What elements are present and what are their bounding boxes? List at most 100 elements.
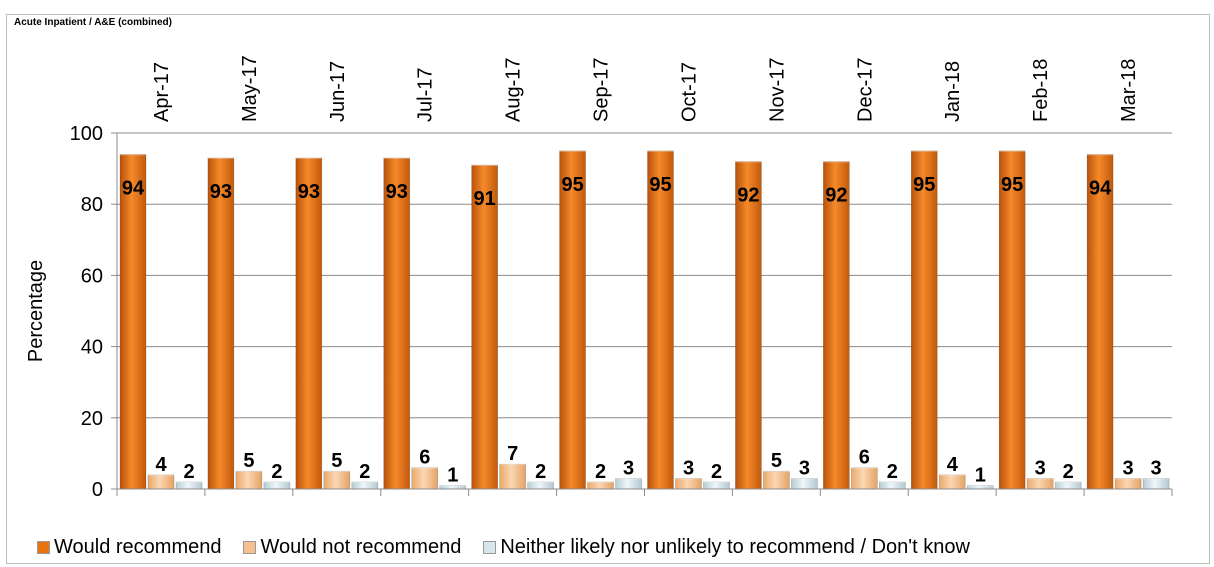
bar-cap — [471, 163, 498, 167]
x-tick-label: Feb-18 — [1030, 59, 1052, 122]
data-label: 91 — [474, 188, 496, 210]
x-tick-label: Mar-18 — [1118, 59, 1140, 122]
bar-cap — [1055, 479, 1082, 483]
bar-cap — [879, 479, 906, 483]
bar-cap — [1027, 476, 1054, 480]
bar-cap — [207, 155, 234, 159]
bar-would-not-recommend-jan-18 — [938, 474, 966, 490]
x-tick-label: May-17 — [239, 55, 261, 122]
data-label: 5 — [331, 450, 342, 472]
bars — [119, 148, 1170, 490]
bar-cap — [763, 469, 790, 473]
bar-would-recommend-apr-17 — [119, 154, 147, 490]
bar-would-recommend-dec-17 — [823, 161, 850, 490]
bar-would-recommend-nov-17 — [735, 161, 762, 490]
data-label: 2 — [1063, 461, 1074, 483]
legend-label: Would recommend — [54, 536, 222, 558]
bar-cap — [647, 148, 674, 152]
bar-cap — [120, 152, 146, 156]
legend-label: Neither likely nor unlikely to recommend… — [500, 536, 970, 558]
bar-would-recommend-sep-17 — [559, 150, 586, 490]
data-label: 3 — [1123, 457, 1134, 479]
bar-neither-likely-nor-unlikely-to-recommend-don-t-know-sep-17 — [615, 478, 642, 490]
data-label: 1 — [447, 464, 458, 486]
bar-would-recommend-aug-17 — [471, 164, 498, 490]
data-label: 2 — [711, 461, 722, 483]
bar-cap — [1143, 476, 1170, 480]
data-label: 1 — [975, 464, 986, 486]
data-label: 4 — [155, 454, 167, 476]
chart-title: Acute Inpatient / A&E (combined) — [14, 17, 172, 28]
bar-neither-likely-nor-unlikely-to-recommend-don-t-know-dec-17 — [879, 481, 906, 490]
legend-item: Neither likely nor unlikely to recommend… — [483, 536, 970, 559]
data-label: 2 — [183, 461, 194, 483]
bar-cap — [999, 148, 1026, 152]
data-label: 93 — [210, 181, 232, 203]
y-tick-label: 20 — [81, 408, 103, 430]
bar-would-not-recommend-feb-18 — [1026, 478, 1054, 490]
bar-cap — [439, 483, 466, 487]
bar-neither-likely-nor-unlikely-to-recommend-don-t-know-may-17 — [263, 481, 291, 490]
data-label: 93 — [298, 181, 320, 203]
bar-cap — [295, 155, 322, 159]
bar-cap — [735, 159, 762, 163]
y-tick-label: 0 — [92, 479, 103, 501]
data-label: 2 — [271, 461, 282, 483]
bar-would-not-recommend-nov-17 — [763, 470, 790, 490]
bar-cap — [911, 148, 938, 152]
bar-would-recommend-oct-17 — [647, 150, 674, 490]
bar-neither-likely-nor-unlikely-to-recommend-don-t-know-oct-17 — [703, 481, 730, 490]
bar-would-not-recommend-jun-17 — [323, 470, 351, 490]
data-label: 2 — [595, 461, 606, 483]
bar-would-recommend-feb-18 — [998, 150, 1026, 490]
x-tick-label: Apr-17 — [151, 62, 173, 122]
bar-cap — [587, 479, 614, 483]
gridlines — [117, 132, 1172, 419]
bar-neither-likely-nor-unlikely-to-recommend-don-t-know-feb-18 — [1054, 481, 1082, 490]
bar-cap — [967, 483, 994, 487]
bar-neither-likely-nor-unlikely-to-recommend-don-t-know-jun-17 — [351, 481, 379, 490]
bar-would-not-recommend-sep-17 — [587, 481, 614, 490]
y-tick-label: 100 — [70, 123, 103, 145]
data-label: 2 — [359, 461, 370, 483]
bar-cap — [823, 159, 850, 163]
y-tick-label: 80 — [81, 194, 103, 216]
data-label: 4 — [947, 454, 959, 476]
legend-label: Would not recommend — [260, 536, 462, 558]
bar-cap — [323, 469, 350, 473]
x-tick-label: Oct-17 — [678, 62, 700, 122]
data-label: 94 — [1089, 177, 1112, 199]
x-tick-label: Dec-17 — [854, 58, 876, 122]
data-label: 2 — [887, 461, 898, 483]
bar-would-not-recommend-may-17 — [235, 470, 263, 490]
bar-cap — [148, 472, 174, 476]
data-label: 7 — [507, 443, 518, 465]
bar-cap — [235, 469, 262, 473]
legend-item: Would not recommend — [243, 536, 461, 559]
data-label: 5 — [771, 450, 782, 472]
bar-cap — [703, 479, 730, 483]
x-tick-label: Jan-18 — [942, 61, 964, 122]
bar-cap — [1087, 152, 1114, 156]
data-label: 93 — [386, 181, 408, 203]
legend-swatch — [37, 541, 50, 554]
bar-would-not-recommend-oct-17 — [675, 478, 702, 490]
bar-cap — [1115, 476, 1142, 480]
y-tick-label: 40 — [81, 337, 103, 359]
data-label: 3 — [799, 457, 810, 479]
x-tick-label: Jul-17 — [415, 68, 437, 122]
data-label: 3 — [683, 457, 694, 479]
x-tick-label: Nov-17 — [766, 58, 788, 122]
x-tick-label: Aug-17 — [503, 58, 525, 123]
data-label: 95 — [913, 174, 935, 196]
bar-would-recommend-jun-17 — [295, 157, 323, 490]
data-label: 5 — [243, 450, 254, 472]
bar-neither-likely-nor-unlikely-to-recommend-don-t-know-aug-17 — [527, 481, 554, 490]
bar-would-recommend-may-17 — [207, 157, 235, 490]
data-label: 6 — [419, 447, 430, 469]
bar-would-not-recommend-aug-17 — [499, 463, 526, 490]
bar-cap — [851, 465, 878, 469]
bar-cap — [499, 462, 526, 466]
bar-would-recommend-jul-17 — [383, 157, 411, 490]
